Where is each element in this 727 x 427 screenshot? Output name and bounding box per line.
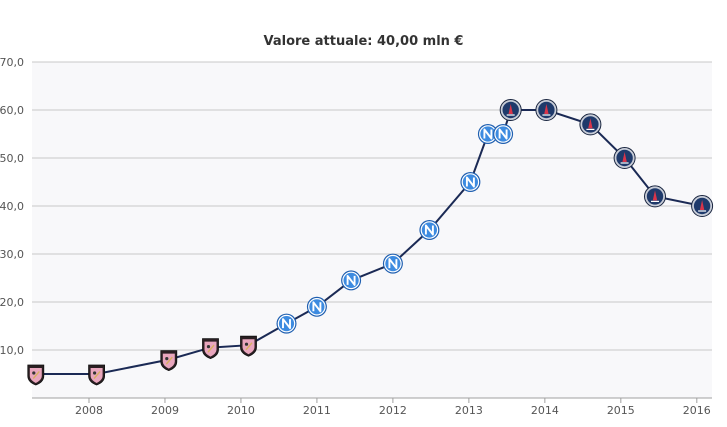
napoli-crest-icon <box>419 220 440 240</box>
x-tick-label: 2016 <box>683 404 711 417</box>
y-tick-label: 40,0 <box>0 200 24 213</box>
y-tick-label: 70,0 <box>0 56 24 69</box>
psg-crest-icon <box>499 99 522 121</box>
psg-crest-icon <box>691 195 714 217</box>
napoli-crest-icon <box>477 124 498 144</box>
x-tick-label: 2013 <box>455 404 483 417</box>
x-tick-label: 2012 <box>379 404 407 417</box>
x-tick-label: 2010 <box>227 404 255 417</box>
plot-area <box>32 62 712 398</box>
palermo-crest-icon <box>88 364 105 386</box>
napoli-crest-icon <box>460 172 481 192</box>
palermo-crest-icon <box>202 338 219 360</box>
x-tick-label: 2008 <box>75 404 103 417</box>
psg-crest-icon <box>579 113 602 136</box>
napoli-crest-icon <box>306 296 327 317</box>
x-tick-label: 2011 <box>303 404 331 417</box>
x-tick-label: 2009 <box>151 404 179 417</box>
napoli-crest-icon <box>276 313 297 334</box>
napoli-crest-icon <box>382 253 403 274</box>
y-tick-label: 20,0 <box>0 296 24 309</box>
psg-crest-icon <box>644 185 666 208</box>
palermo-crest-icon <box>27 364 45 386</box>
napoli-crest-icon <box>341 270 362 291</box>
x-tick-label: 2015 <box>607 404 635 417</box>
palermo-crest-icon <box>240 335 257 357</box>
psg-crest-icon <box>535 99 558 121</box>
napoli-crest-icon <box>493 124 514 144</box>
x-tick-label: 2014 <box>531 404 559 417</box>
y-tick-label: 10,0 <box>0 344 24 357</box>
y-tick-label: 50,0 <box>0 152 24 165</box>
psg-crest-icon <box>613 147 636 169</box>
y-tick-label: 30,0 <box>0 248 24 261</box>
y-tick-label: 60,0 <box>0 104 24 117</box>
chart-title: Valore attuale: 40,00 mln € <box>263 34 464 49</box>
palermo-crest-icon <box>160 350 178 372</box>
